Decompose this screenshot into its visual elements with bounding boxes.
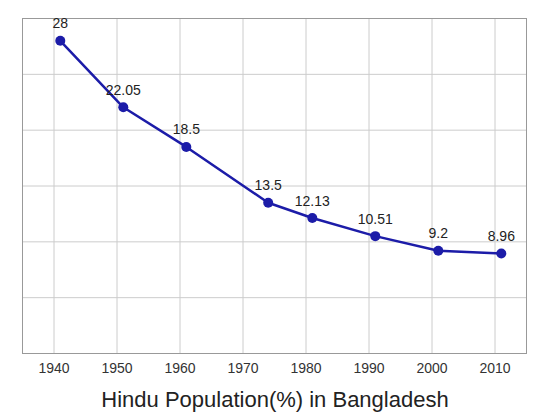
svg-text:9.2: 9.2 [429,225,449,241]
svg-text:10.51: 10.51 [358,211,393,227]
svg-text:8.96: 8.96 [488,228,515,244]
svg-text:22.05: 22.05 [106,82,141,98]
svg-text:1970: 1970 [227,360,258,376]
svg-text:2010: 2010 [479,360,510,376]
svg-text:1980: 1980 [290,360,321,376]
svg-text:13.5: 13.5 [255,177,282,193]
svg-text:1990: 1990 [353,360,384,376]
svg-text:1940: 1940 [38,360,69,376]
html-text:Hindu Population(%) in Banglad: Hindu Population(%) in Bangladesh [101,387,449,412]
svg-text:28: 28 [53,15,69,31]
svg-text:1960: 1960 [164,360,195,376]
svg-text:2000: 2000 [416,360,447,376]
svg-text:1950: 1950 [101,360,132,376]
svg-text:12.13: 12.13 [295,193,330,209]
svg-text:18.5: 18.5 [173,121,200,137]
